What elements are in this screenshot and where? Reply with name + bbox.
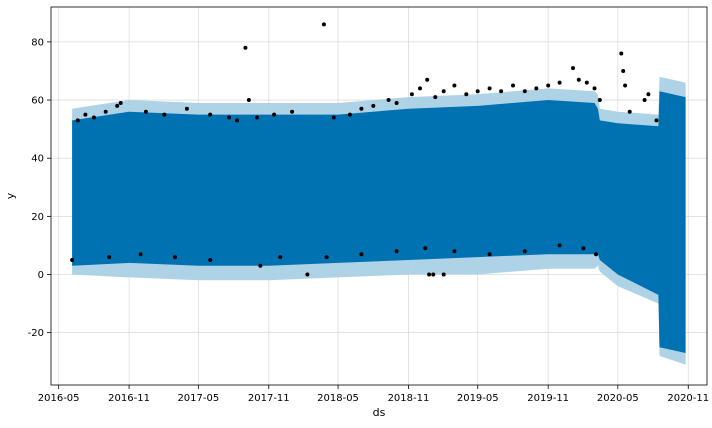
observed-point bbox=[646, 92, 651, 97]
observed-point bbox=[258, 263, 263, 268]
observed-point bbox=[246, 98, 251, 102]
observed-point bbox=[321, 22, 326, 27]
observed-point bbox=[464, 92, 469, 97]
observed-point bbox=[522, 89, 527, 94]
observed-point bbox=[272, 112, 277, 117]
observed-point bbox=[324, 255, 329, 260]
observed-point bbox=[70, 258, 75, 262]
observed-point bbox=[243, 45, 248, 50]
observed-point bbox=[487, 86, 492, 91]
x-axis-label: ds bbox=[373, 406, 386, 419]
observed-point bbox=[546, 83, 551, 88]
observed-point bbox=[184, 106, 189, 111]
observed-point bbox=[254, 115, 259, 120]
observed-point bbox=[305, 272, 310, 277]
observed-point bbox=[499, 89, 504, 94]
observed-point bbox=[433, 95, 438, 100]
observed-point bbox=[347, 112, 352, 117]
y-tick-label: 20 bbox=[31, 212, 44, 223]
observed-point bbox=[534, 86, 539, 91]
observed-point bbox=[623, 83, 628, 88]
observed-point bbox=[118, 101, 123, 105]
observed-point bbox=[654, 118, 659, 123]
x-tick-label: 2016-05 bbox=[38, 393, 80, 404]
x-tick-label: 2017-11 bbox=[248, 393, 290, 404]
observed-point bbox=[235, 118, 239, 123]
observed-point bbox=[409, 92, 414, 97]
x-tick-label: 2016-11 bbox=[108, 393, 150, 404]
observed-point bbox=[597, 98, 602, 102]
x-tick-label: 2020-05 bbox=[597, 393, 639, 404]
observed-point bbox=[331, 115, 336, 120]
plot-frame bbox=[50, 6, 708, 386]
observed-point bbox=[621, 69, 626, 73]
observed-point bbox=[619, 51, 624, 56]
observed-point bbox=[208, 112, 213, 117]
observed-point bbox=[627, 109, 632, 114]
y-tick-label: -20 bbox=[28, 328, 44, 339]
observed-point bbox=[91, 115, 96, 120]
observed-point bbox=[452, 249, 457, 254]
x-tick-label: 2019-11 bbox=[527, 393, 569, 404]
observed-point bbox=[475, 89, 480, 94]
y-tick-label: 0 bbox=[38, 270, 44, 281]
observed-point bbox=[594, 252, 598, 257]
observed-point bbox=[418, 86, 422, 91]
observed-point bbox=[441, 272, 446, 277]
y-axis-label: y bbox=[4, 192, 17, 199]
observed-point bbox=[431, 272, 436, 277]
observed-point bbox=[227, 115, 231, 120]
observed-point bbox=[571, 66, 575, 71]
observed-point bbox=[208, 258, 213, 262]
observed-point bbox=[107, 255, 112, 260]
observed-point bbox=[394, 249, 399, 254]
observed-point bbox=[452, 83, 457, 88]
observed-point bbox=[584, 80, 589, 85]
forecast-range-area bbox=[72, 91, 686, 354]
observed-point bbox=[581, 246, 586, 251]
forecast-area bbox=[72, 91, 686, 354]
observed-point bbox=[75, 118, 80, 123]
observed-point bbox=[290, 109, 295, 114]
observed-point bbox=[394, 101, 399, 105]
x-tick-label: 2017-05 bbox=[177, 393, 219, 404]
observed-point bbox=[642, 98, 647, 102]
y-tick-label: 60 bbox=[31, 96, 44, 107]
y-tick-label: 40 bbox=[31, 154, 44, 165]
x-tick-label: 2018-11 bbox=[388, 393, 430, 404]
observed-point bbox=[557, 80, 562, 85]
observed-point bbox=[278, 255, 283, 260]
observed-point bbox=[138, 252, 143, 257]
x-tick-label: 2019-05 bbox=[457, 393, 499, 404]
observed-point bbox=[487, 252, 492, 257]
x-tick-label: 2018-05 bbox=[317, 393, 359, 404]
observed-point bbox=[592, 86, 597, 91]
observed-point bbox=[423, 246, 428, 251]
y-tick-label: 80 bbox=[31, 37, 44, 48]
observed-point bbox=[557, 243, 562, 248]
observed-point bbox=[143, 109, 148, 114]
x-tick-label: 2020-11 bbox=[667, 393, 709, 404]
observed-point bbox=[173, 255, 177, 260]
observed-point bbox=[522, 249, 527, 254]
observed-point bbox=[441, 89, 446, 94]
observed-point bbox=[427, 272, 432, 277]
observed-point bbox=[425, 77, 430, 82]
observed-points bbox=[70, 22, 659, 277]
observed-point bbox=[162, 112, 167, 117]
observed-point bbox=[103, 109, 108, 114]
observed-point bbox=[359, 252, 364, 257]
observed-point bbox=[359, 106, 364, 111]
observed-point bbox=[386, 98, 391, 102]
observed-point bbox=[83, 112, 88, 117]
observed-point bbox=[371, 103, 376, 108]
observed-point bbox=[576, 77, 581, 82]
observed-point bbox=[511, 83, 515, 88]
observed-point bbox=[115, 103, 120, 108]
axes: 2016-05 2016-11 2017-05 2017-11 2018-05 2018-… bbox=[28, 37, 709, 404]
